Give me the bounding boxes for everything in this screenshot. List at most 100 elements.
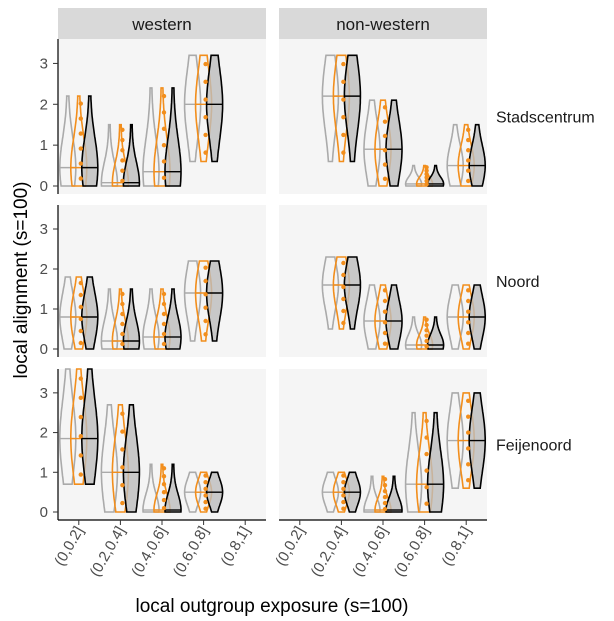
data-point xyxy=(203,332,208,337)
data-point xyxy=(78,376,84,381)
data-point xyxy=(120,465,125,470)
data-point xyxy=(424,322,429,328)
violin-shape xyxy=(81,276,99,350)
panel-background xyxy=(279,39,487,194)
data-point xyxy=(382,477,388,482)
data-point xyxy=(341,499,346,505)
violin-shape xyxy=(426,164,445,187)
data-point xyxy=(382,506,388,512)
violin-shape xyxy=(100,288,119,350)
data-point xyxy=(341,296,346,302)
y-tick-label: 3 xyxy=(40,385,48,402)
row-strip-label: Stadscentrum xyxy=(496,110,595,127)
y-tick-label: 0 xyxy=(40,504,48,521)
data-point xyxy=(161,142,167,148)
column-strip-label: western xyxy=(131,15,192,34)
data-point xyxy=(203,61,208,67)
x-tick-label: (0.6,0.8] xyxy=(170,524,212,580)
data-point xyxy=(203,318,208,324)
data-point xyxy=(120,411,125,416)
violin-shape xyxy=(122,288,141,350)
data-point xyxy=(466,341,471,346)
violin-shape xyxy=(321,471,340,513)
data-point xyxy=(341,320,346,326)
data-point xyxy=(341,486,346,492)
data-point xyxy=(78,453,84,458)
data-point xyxy=(382,288,388,293)
data-point xyxy=(382,500,388,506)
violin-shape xyxy=(321,256,340,330)
data-point xyxy=(203,499,208,505)
data-point xyxy=(120,500,125,506)
violin-shape xyxy=(426,316,445,350)
violin-shape xyxy=(59,368,77,485)
data-point xyxy=(161,489,167,495)
row-strip-label: Feijenoord xyxy=(496,438,572,455)
data-point xyxy=(424,451,429,457)
data-point xyxy=(120,321,125,327)
data-point xyxy=(424,344,429,349)
y-tick-label: 3 xyxy=(40,55,48,72)
y-tick-label: 2 xyxy=(40,96,48,113)
data-point xyxy=(382,309,388,314)
data-point xyxy=(161,110,167,115)
data-point xyxy=(466,137,471,143)
data-point xyxy=(424,501,429,506)
data-point xyxy=(466,478,471,483)
violin-shape xyxy=(385,284,403,350)
data-point xyxy=(120,301,125,307)
x-tick-label: (0.8,1] xyxy=(218,524,254,569)
data-point xyxy=(466,127,471,133)
data-point xyxy=(466,320,471,325)
data-point xyxy=(382,320,388,325)
data-point xyxy=(341,61,346,67)
data-point xyxy=(341,493,346,498)
data-point xyxy=(161,291,167,297)
data-point xyxy=(382,330,388,336)
column-strip-label: non-western xyxy=(336,15,430,34)
data-point xyxy=(382,119,388,124)
violin-shape xyxy=(363,99,381,187)
data-point xyxy=(78,395,84,401)
violin-shape xyxy=(343,54,362,163)
data-point xyxy=(341,132,346,138)
data-point xyxy=(424,178,429,184)
y-axis-title: local alignment (s=100) xyxy=(11,182,32,379)
strip-bg-0 xyxy=(58,8,266,39)
data-point xyxy=(78,414,84,420)
data-point xyxy=(382,494,388,500)
row-strip-label: Noord xyxy=(496,274,540,291)
violin-shape xyxy=(404,411,423,513)
data-point xyxy=(203,506,208,511)
violin-shape xyxy=(205,54,224,163)
data-point xyxy=(466,178,471,184)
data-point xyxy=(341,150,346,155)
data-point xyxy=(203,486,208,492)
data-point xyxy=(161,126,167,131)
data-point xyxy=(466,309,471,314)
y-tick-label: 0 xyxy=(40,341,48,358)
data-point xyxy=(203,115,208,120)
violin-shape xyxy=(81,95,99,187)
x-tick-label: (0,0.2] xyxy=(272,524,308,569)
data-point xyxy=(203,278,208,284)
data-point xyxy=(203,265,208,270)
violin-shape xyxy=(142,288,160,350)
data-point xyxy=(161,497,167,503)
data-point xyxy=(78,280,84,286)
data-point xyxy=(161,159,167,164)
data-point xyxy=(341,506,346,511)
data-point xyxy=(466,158,471,163)
violin-shape xyxy=(122,123,141,187)
violin-shape xyxy=(183,260,202,342)
data-point xyxy=(466,446,471,451)
data-point xyxy=(78,316,84,322)
y-tick-label: 1 xyxy=(40,464,48,481)
data-point xyxy=(424,435,429,440)
x-tick-label: (0.2,0.4] xyxy=(308,524,350,580)
data-point xyxy=(341,79,346,85)
data-point xyxy=(120,482,125,488)
data-point xyxy=(203,292,208,297)
violin-shape xyxy=(183,471,202,513)
